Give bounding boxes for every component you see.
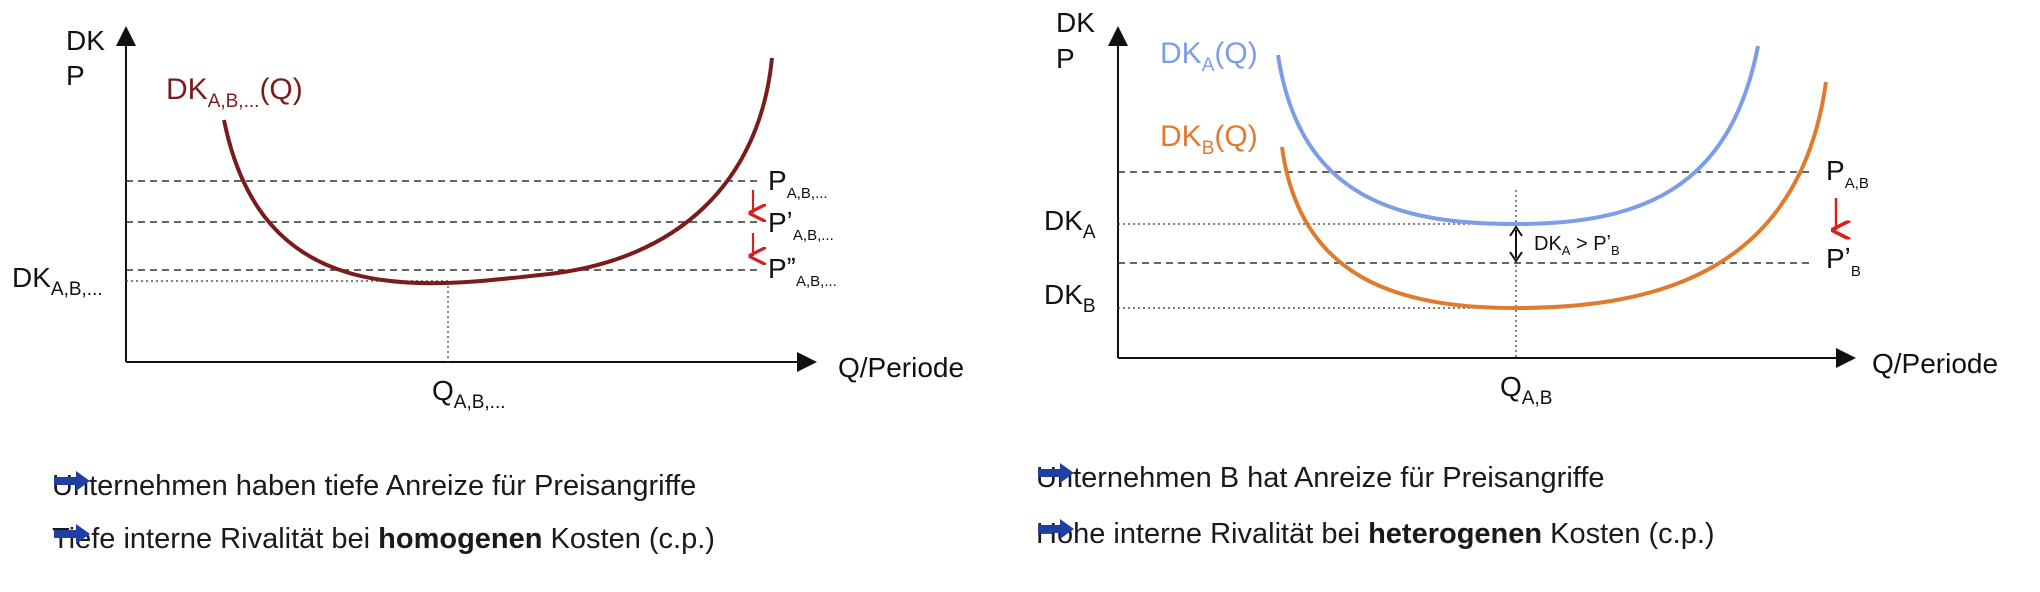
- right-price-b-label: PʼB: [1826, 243, 1861, 280]
- left-bullet-1: Unternehmen haben tiefe Anreize für Prei…: [52, 470, 696, 503]
- left-price-label-3: PˮA,B,...: [768, 253, 837, 290]
- right-bullet-2: Hohe interne Rivalität bei heterogenen K…: [1036, 518, 1715, 551]
- right-gap-double-arrow: [1509, 225, 1523, 263]
- left-y-label-dk: DK: [66, 25, 105, 56]
- right-diagram: DK P Q/Periode DKA(Q) DKB(Q) PA,B PʼB DK…: [1044, 7, 1998, 409]
- left-bullet-1-text: Unternehmen haben tiefe Anreize für Prei…: [52, 470, 697, 502]
- left-q-label: QA,B,...: [432, 375, 506, 413]
- left-dk-min-label: DKA,B,...: [12, 262, 103, 300]
- left-price-label-1: PA,B,...: [768, 165, 828, 202]
- blue-arrow-icon: [1038, 463, 1074, 483]
- right-x-label: Q/Periode: [1872, 348, 1998, 379]
- right-dk-b-label: DKB: [1044, 279, 1096, 317]
- right-y-label-p: P: [1056, 43, 1075, 74]
- left-price-label-2: PʼA,B,...: [768, 207, 834, 244]
- blue-arrow-icon: [1038, 519, 1074, 539]
- right-bullet-2-text: Hohe interne Rivalität bei heterogenen K…: [1036, 518, 1715, 550]
- left-bullet-2-text: Tiefe interne Rivalität bei homogenen Ko…: [52, 523, 715, 555]
- blue-arrow-icon: [54, 471, 90, 491]
- right-dk-a-curve: [1276, 45, 1760, 227]
- right-bullet-1: Unternehmen B hat Anreize für Preisangri…: [1036, 462, 1605, 495]
- left-curve-label: DKA,B,...(Q): [166, 73, 303, 112]
- right-curve-b-label: DKB(Q): [1160, 120, 1258, 159]
- right-q-label: QA,B: [1500, 371, 1552, 409]
- right-comparison-label: DKA > PʼB: [1534, 233, 1620, 258]
- right-y-label-dk: DK: [1056, 7, 1095, 38]
- right-bullet-1-text: Unternehmen B hat Anreize für Preisangri…: [1036, 462, 1605, 494]
- left-diagram: DK P Q/Periode DKA,B,...(Q) PA,B,... PʼA…: [12, 25, 964, 413]
- left-dk-curve: [222, 57, 774, 286]
- right-dk-b-curve: [1280, 81, 1828, 311]
- left-y-label-p: P: [66, 60, 85, 91]
- right-price-a-label: PA,B: [1826, 155, 1869, 192]
- left-x-label: Q/Periode: [838, 352, 964, 383]
- blue-arrow-icon: [54, 524, 90, 544]
- right-dk-a-label: DKA: [1044, 205, 1096, 243]
- right-curve-a-label: DKA(Q): [1160, 37, 1258, 76]
- left-bullet-2: Tiefe interne Rivalität bei homogenen Ko…: [52, 523, 715, 556]
